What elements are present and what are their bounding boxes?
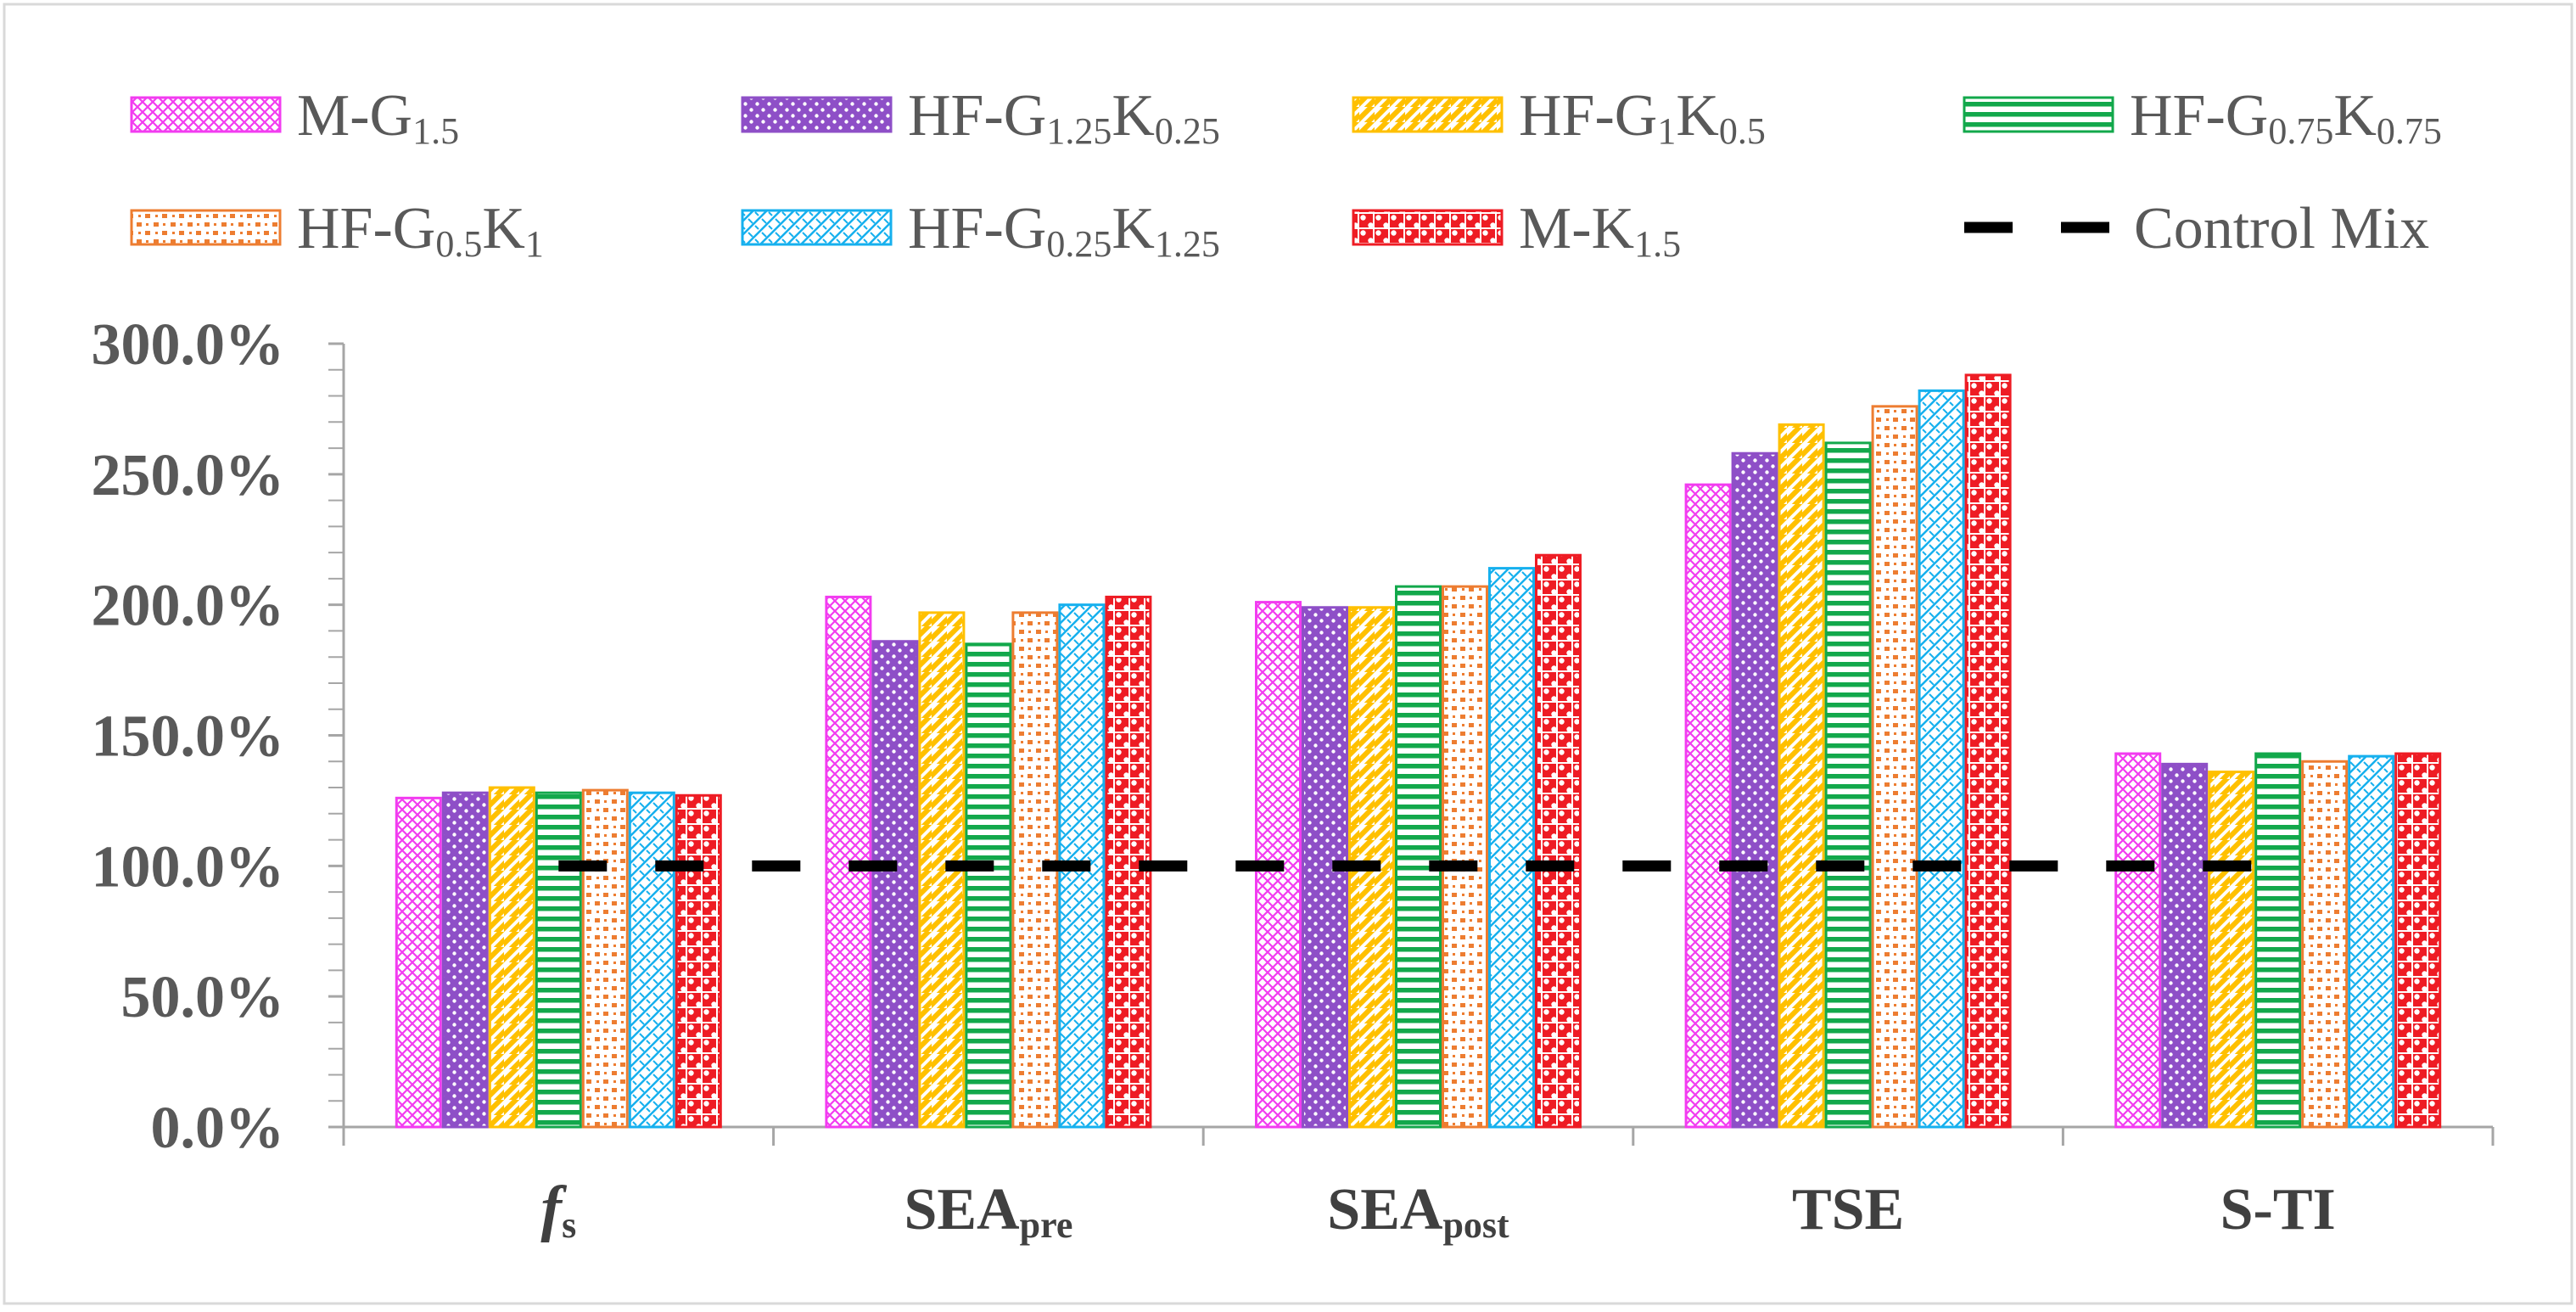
bar (1778, 423, 1825, 1129)
legend-swatch (130, 96, 282, 133)
legend-swatch (1352, 96, 1504, 133)
bar (628, 791, 675, 1129)
legend-label: HF-G0.25K1.25 (908, 196, 1220, 265)
y-tick-label: 100.0% (92, 834, 285, 900)
bar (395, 796, 442, 1129)
bar (675, 793, 722, 1129)
x-category-label: S-TI (2220, 1177, 2336, 1242)
legend-label: M-G1.5 (297, 83, 459, 152)
bar (1918, 389, 1965, 1129)
legend-label: HF-G0.75K0.75 (2130, 83, 2442, 152)
y-tick-label: 0.0% (151, 1096, 285, 1161)
bar (1684, 483, 1732, 1129)
bar (1824, 441, 1872, 1129)
legend-swatch (741, 209, 893, 246)
bar (2254, 752, 2302, 1129)
bar (1871, 405, 1918, 1129)
legend-swatch (741, 96, 893, 133)
y-axis: 0.0% 50.0% 100.0% 150.0% 200.0% 250.0% 300.0% (92, 312, 345, 1161)
x-category-label: SEApost (1327, 1177, 1509, 1246)
legend-swatch (1963, 96, 2114, 133)
bar (2208, 771, 2255, 1129)
y-tick-label: 50.0% (121, 965, 285, 1030)
y-tick-label: 250.0% (92, 443, 285, 508)
bar (535, 791, 582, 1129)
bars (395, 373, 2442, 1129)
bar (1442, 585, 1488, 1129)
bar (871, 640, 919, 1129)
bar (488, 786, 535, 1129)
x-category-label: TSE (1792, 1177, 1904, 1242)
bar (581, 788, 629, 1129)
y-tick-label: 300.0% (92, 312, 285, 378)
legend: M-G1.5 HF-G1.25K0.25 HF-G1K0.5 HF-G0.75K0.7… (130, 83, 2442, 265)
bar (1964, 373, 2012, 1129)
bar (2161, 762, 2209, 1129)
x-category-label: SEApre (904, 1177, 1072, 1246)
legend-label: Control Mix (2134, 196, 2429, 261)
bar (965, 642, 1012, 1129)
bar (441, 791, 489, 1129)
legend-label: HF-G1.25K0.25 (908, 83, 1220, 152)
y-tick-label: 200.0% (92, 574, 285, 639)
bar (2301, 760, 2349, 1129)
legend-label: HF-G0.5K1 (297, 196, 544, 265)
y-tick-label: 150.0% (92, 704, 285, 770)
legend-label: HF-G1K0.5 (1519, 83, 1766, 152)
bar (1488, 567, 1535, 1129)
bar (2394, 752, 2442, 1129)
legend-label: M-K1.5 (1519, 196, 1681, 265)
bar (2348, 754, 2395, 1129)
legend-swatch (1352, 209, 1504, 246)
legend-swatch (130, 209, 282, 246)
bar (1395, 585, 1442, 1129)
bar (2114, 752, 2162, 1129)
bar (1731, 451, 1778, 1129)
bar (1535, 553, 1582, 1129)
